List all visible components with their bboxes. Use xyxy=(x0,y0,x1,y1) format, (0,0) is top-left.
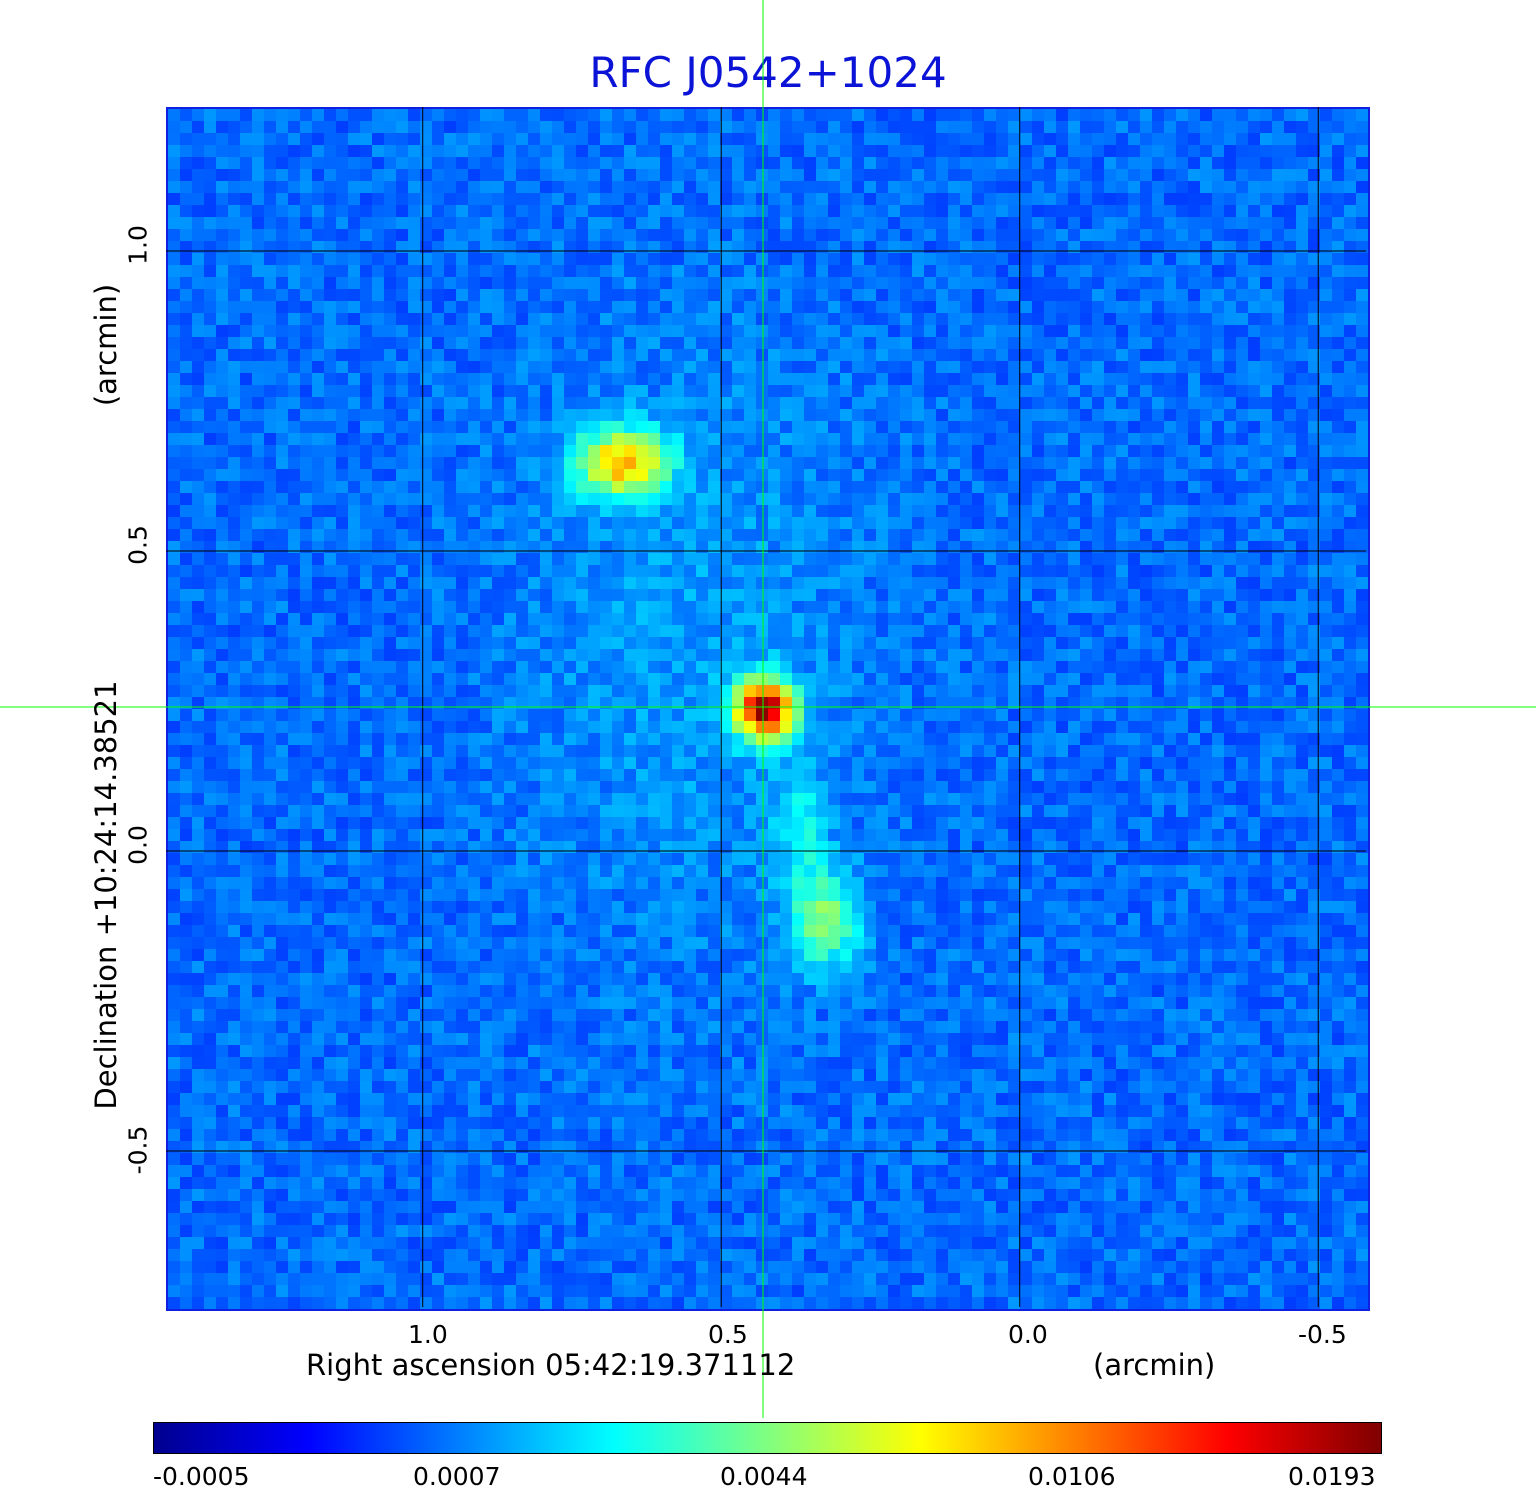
y-tick-label: 0.5 xyxy=(123,525,153,565)
y-tick-label: 1.0 xyxy=(123,225,153,265)
y-tick-label: 0.0 xyxy=(123,825,153,865)
x-tick-label: 0.5 xyxy=(708,1320,748,1349)
radio-intensity-map xyxy=(168,109,1368,1309)
x-tick-label: 1.0 xyxy=(408,1320,448,1349)
colorbar-tick-label: 0.0007 xyxy=(413,1462,501,1491)
colorbar xyxy=(153,1422,1382,1454)
y-axis-unit: (arcmin) xyxy=(89,283,123,407)
colorbar-tick-label: -0.0005 xyxy=(153,1462,250,1491)
y-axis-label: Declination +10:24:14.38521 xyxy=(89,680,123,1110)
x-axis-unit: (arcmin) xyxy=(1093,1348,1216,1382)
x-tick-label: 0.0 xyxy=(1008,1320,1048,1349)
image-plot-area[interactable] xyxy=(166,107,1370,1311)
colorbar-tick-label: 0.0044 xyxy=(720,1462,808,1491)
x-tick-label: -0.5 xyxy=(1298,1320,1347,1349)
chart-title: RFC J0542+1024 xyxy=(589,48,947,97)
y-tick-label: -0.5 xyxy=(123,1125,153,1175)
colorbar-tick-label: 0.0193 xyxy=(1288,1462,1376,1491)
x-axis-label: Right ascension 05:42:19.371112 xyxy=(306,1348,796,1382)
colorbar-tick-label: 0.0106 xyxy=(1028,1462,1116,1491)
